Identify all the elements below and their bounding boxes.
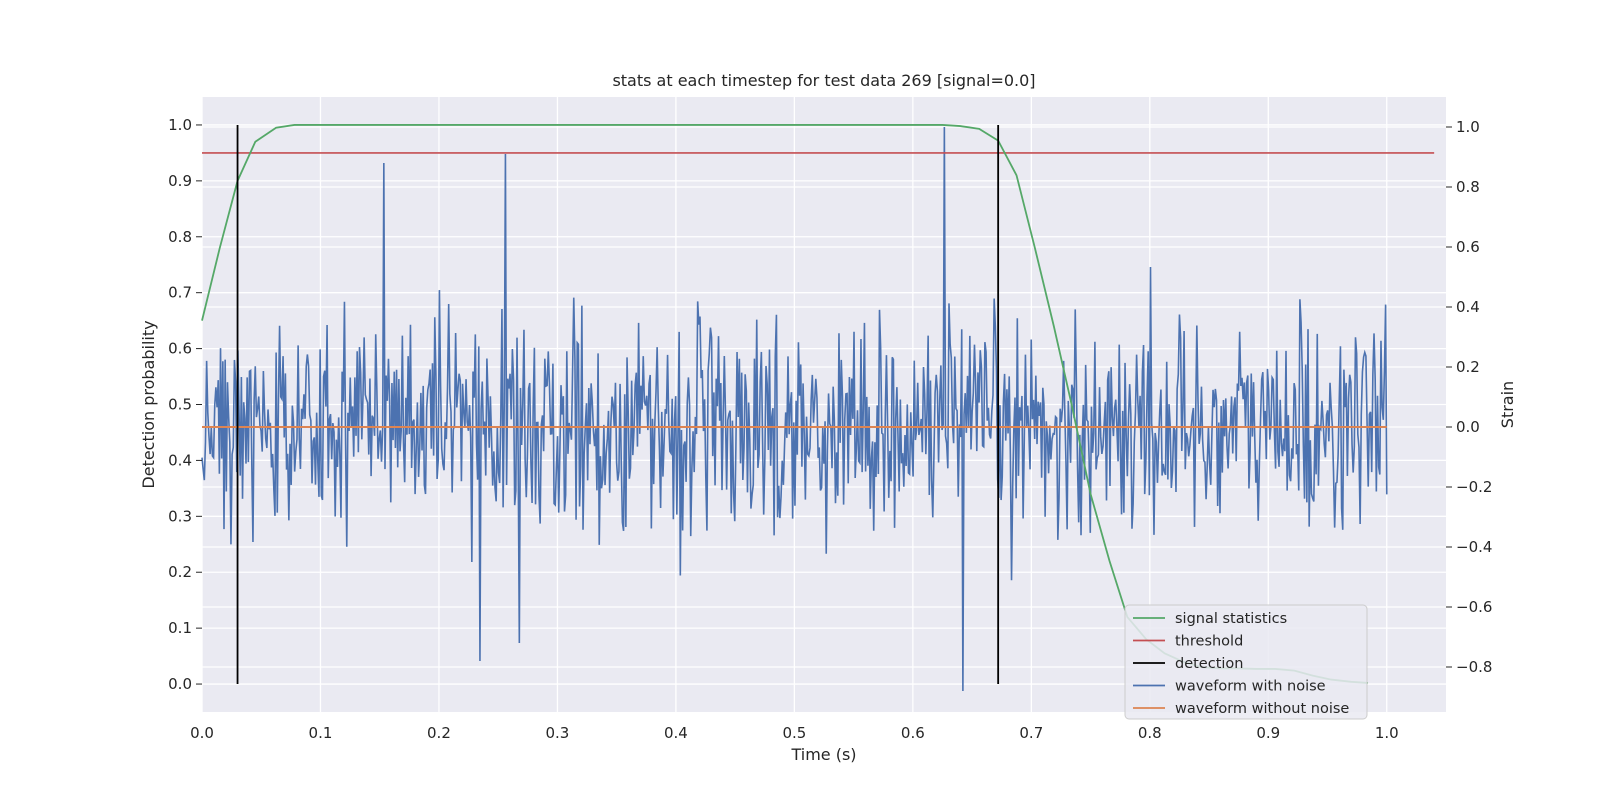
y-right-tick-label: −0.8 — [1456, 658, 1492, 676]
y-right-tick-label: −0.4 — [1456, 538, 1492, 556]
y-axis-left-label: Detection probability — [139, 320, 158, 488]
legend-label: waveform with noise — [1175, 679, 1326, 695]
y-left-tick-label: 0.5 — [168, 396, 192, 414]
legend-box — [1124, 604, 1368, 720]
legend-label: detection — [1175, 656, 1243, 672]
legend-label: waveform without noise — [1175, 701, 1349, 717]
y-right-tick-label: 0.6 — [1456, 238, 1480, 256]
legend-label: signal statistics — [1175, 611, 1287, 627]
x-tick-label: 1.0 — [1375, 724, 1399, 742]
y-right-tick-label: 0.4 — [1456, 298, 1480, 316]
y-left-tick-label: 0.0 — [168, 675, 192, 693]
y-left-tick-label: 0.4 — [168, 451, 192, 469]
y-axis-right-label: Strain — [1498, 381, 1517, 428]
y-left-tick-label: 0.9 — [168, 172, 192, 190]
x-tick-label: 0.7 — [1019, 724, 1043, 742]
legend: signal statistics threshold detection wavef… — [1124, 604, 1368, 720]
legend-label: threshold — [1175, 634, 1243, 650]
y-left-tick-label: 1.0 — [168, 116, 192, 134]
y-left-tick-label: 0.8 — [168, 228, 192, 246]
y-left-tick-label: 0.1 — [168, 619, 192, 637]
y-right-tick-label: 0.2 — [1456, 358, 1480, 376]
y-right-tick-label: 1.0 — [1456, 118, 1480, 136]
y-right-tick-label: 0.0 — [1456, 418, 1480, 436]
x-tick-label: 0.1 — [309, 724, 333, 742]
y-left-tick-label: 0.7 — [168, 284, 192, 302]
x-tick-label: 0.8 — [1138, 724, 1162, 742]
y-right-tick-label: −0.2 — [1456, 478, 1492, 496]
x-tick-label: 0.2 — [427, 724, 451, 742]
waveform-with-noise-line — [201, 126, 1388, 692]
y-left-tick-label: 0.3 — [168, 507, 192, 525]
x-axis-label: Time (s) — [790, 745, 856, 764]
y-right-tick-label: −0.6 — [1456, 598, 1492, 616]
y-left-tick-label: 0.2 — [168, 563, 192, 581]
y-left-tick-label: 0.6 — [168, 340, 192, 358]
y-right-tick-label: 0.8 — [1456, 178, 1480, 196]
x-tick-label: 0.6 — [901, 724, 925, 742]
x-tick-label: 0.4 — [664, 724, 688, 742]
tick-layer: 0.0 0.1 0.2 0.3 0.4 0.5 0.6 0.7 0.8 0.9 1.0 0.0 0.1 0… — [168, 116, 1492, 742]
x-tick-label: 0.0 — [190, 724, 214, 742]
chart-title: stats at each timestep for test data 269… — [612, 71, 1035, 90]
x-tick-label: 0.5 — [782, 724, 806, 742]
x-tick-label: 0.9 — [1256, 724, 1280, 742]
x-tick-label: 0.3 — [545, 724, 569, 742]
